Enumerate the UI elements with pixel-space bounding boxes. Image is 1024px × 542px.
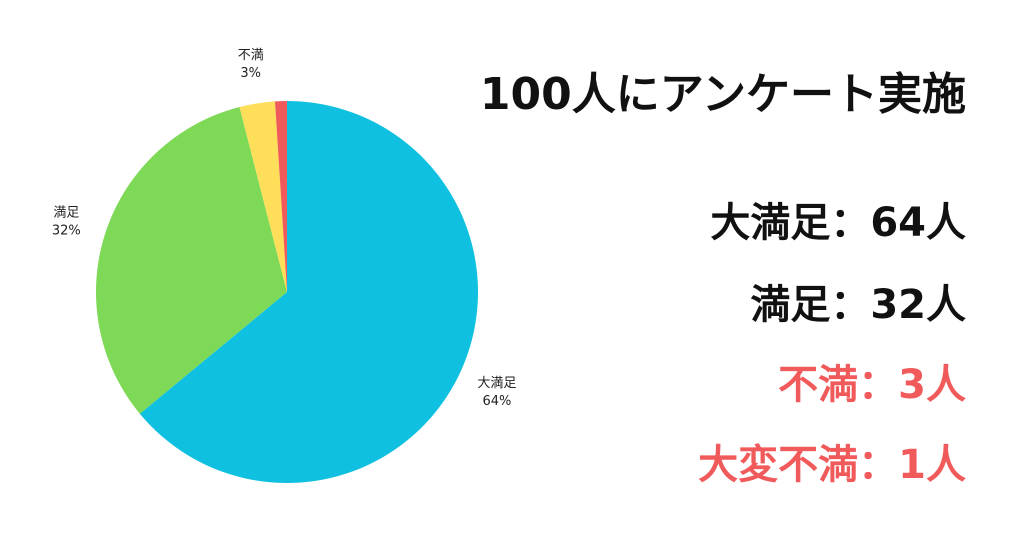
pie-chart: 大満足 64% 満足 32% 不満 3% xyxy=(52,48,516,483)
result-satisfied: 満足：32人 xyxy=(750,282,966,328)
slice-label-1: 満足 xyxy=(53,205,79,220)
pie-slice-3 xyxy=(275,101,287,292)
result-dissatisfied: 不満：3人 xyxy=(778,362,966,408)
pie-slice-1 xyxy=(95,107,287,414)
slice-label-0: 大満足 xyxy=(477,376,516,391)
result-very-satisfied: 大満足：64人 xyxy=(710,200,966,246)
pie-slice-2 xyxy=(239,101,287,292)
result-very-dissatisfied: 大変不満：1人 xyxy=(698,442,966,488)
slice-percent-1: 32% xyxy=(52,223,81,238)
slice-percent-0: 64% xyxy=(482,394,511,409)
chart-title: 100人にアンケート実施 xyxy=(479,69,966,120)
pie-chart-svg: 大満足 64% 満足 32% 不満 3% xyxy=(52,48,516,483)
pie-slice-0 xyxy=(139,101,478,483)
slice-label-2: 不満 xyxy=(238,48,264,63)
slice-percent-2: 3% xyxy=(240,66,261,81)
